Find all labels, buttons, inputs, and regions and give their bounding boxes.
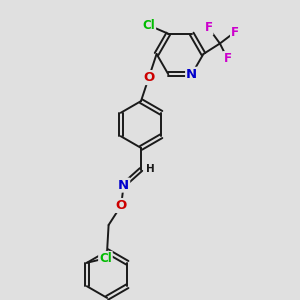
Text: O: O xyxy=(116,199,127,212)
Text: Cl: Cl xyxy=(142,19,155,32)
Text: O: O xyxy=(143,71,154,84)
Text: F: F xyxy=(224,52,231,65)
Text: N: N xyxy=(186,68,197,81)
Text: H: H xyxy=(146,164,155,175)
Text: N: N xyxy=(118,178,129,192)
Text: F: F xyxy=(205,21,212,34)
Text: F: F xyxy=(231,26,239,39)
Text: Cl: Cl xyxy=(99,252,112,265)
